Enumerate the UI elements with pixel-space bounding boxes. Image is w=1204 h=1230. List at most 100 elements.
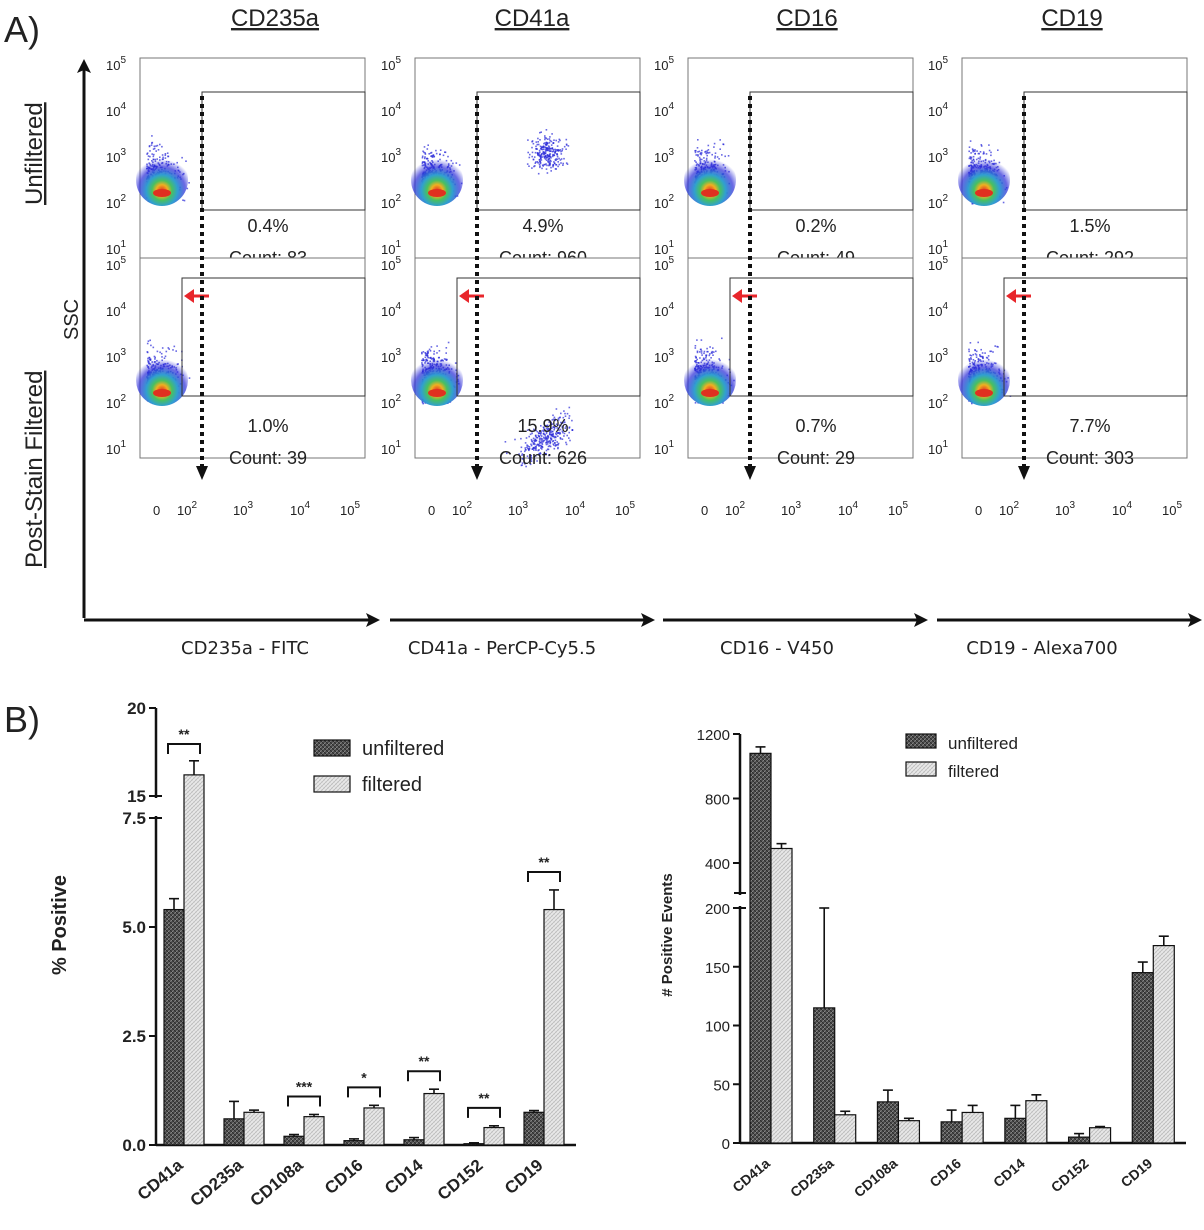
y-tick-label: 105 <box>654 255 674 273</box>
event-density <box>684 139 736 206</box>
gate-shift-arrow <box>184 289 209 303</box>
event-density <box>684 337 736 406</box>
y-tick-label: 103 <box>381 347 401 365</box>
x-axis-label-cd19: CD19 - Alexa700 <box>966 638 1117 659</box>
y-tick-label: 104 <box>928 101 948 119</box>
y-tick-label: 103 <box>654 147 674 165</box>
svg-text:103: 103 <box>233 500 253 518</box>
y-tick-label: 105 <box>928 255 948 273</box>
legend-swatch-filtered <box>313 775 351 793</box>
y-tick-label: 7.5 <box>122 809 146 828</box>
y-tick-label: 104 <box>106 101 126 119</box>
event-density <box>958 341 1012 406</box>
svg-text:105: 105 <box>615 500 635 518</box>
event-density <box>958 140 1010 206</box>
panel-a-label: A) <box>4 9 40 50</box>
y-tick-label: 105 <box>381 255 401 273</box>
gate-percent: 1.0% <box>247 416 288 436</box>
y-tick-label: 102 <box>928 193 948 211</box>
y-tick-label: 50 <box>713 1077 730 1094</box>
positive-gate <box>476 91 641 211</box>
x-tick-label-cd14: CD14 <box>990 1155 1028 1190</box>
significance-stars: *** <box>296 1078 313 1094</box>
gate-count: Count: 626 <box>499 448 587 468</box>
marker-headings: CD235a CD41a CD16 CD19 <box>231 5 1103 32</box>
y-tick-label: 103 <box>106 147 126 165</box>
y-tick-label: 104 <box>106 301 126 319</box>
x-tick-labels: 0 102 103 104 105 <box>428 500 635 518</box>
bar-filtered-cd108a <box>303 1116 325 1146</box>
positive-gate <box>729 277 914 397</box>
x-tick-label-cd19: CD19 <box>501 1156 547 1198</box>
flow-plot-cd19-filtered: 105 104 103 102 101 0 102 103 104 105 7.7% Count: 3… <box>928 255 1188 518</box>
x-tick-label-cd19: CD19 <box>1118 1155 1156 1190</box>
svg-text:0: 0 <box>428 503 435 518</box>
gate-count: Count: 29 <box>777 448 855 468</box>
x-tick-labels: 0 102 103 104 105 <box>153 500 360 518</box>
svg-text:0: 0 <box>975 503 982 518</box>
svg-text:103: 103 <box>781 500 801 518</box>
y-tick-label: 105 <box>381 55 401 73</box>
svg-text:102: 102 <box>452 500 472 518</box>
y-tick-label: 0 <box>722 1136 730 1153</box>
bar-filtered-cd235a <box>834 1114 857 1144</box>
bar-filtered-cd152 <box>1088 1127 1112 1144</box>
panel-b-label: B) <box>4 699 40 740</box>
bar-unfiltered-cd152 <box>463 1143 485 1146</box>
x-tick-labels: 0 102 103 104 105 <box>975 500 1182 518</box>
bar-filtered-cd152 <box>483 1126 505 1146</box>
bar-filtered-cd16 <box>961 1111 984 1144</box>
plot-frame <box>414 257 641 459</box>
plot-frame <box>961 257 1188 459</box>
y-tick-label: 400 <box>705 856 730 873</box>
flow-plot-cd41a-filtered: 105 104 103 102 101 0 102 103 104 105 15.9% Count: … <box>381 255 641 518</box>
x-tick-label-cd108a: CD108a <box>247 1155 307 1210</box>
plot-frame <box>961 57 1188 259</box>
y-tick-label: 15 <box>127 787 146 806</box>
y-tick-label: 103 <box>106 347 126 365</box>
y-tick-label: 103 <box>928 147 948 165</box>
bar-unfiltered-cd152 <box>1067 1136 1091 1144</box>
y-tick-label: 102 <box>654 193 674 211</box>
y-tick-label: 104 <box>381 101 401 119</box>
y-tick-label: 104 <box>381 301 401 319</box>
legend-swatch-filtered <box>905 761 937 777</box>
gate-shift-arrow <box>1006 289 1031 303</box>
x-tick-label-cd14: CD14 <box>381 1155 427 1198</box>
plot-frame <box>687 257 914 459</box>
gate-percent: 4.9% <box>522 216 563 236</box>
positive-gate <box>749 91 914 211</box>
y-tick-label: 104 <box>654 301 674 319</box>
x-axis-label-cd16: CD16 - V450 <box>720 638 834 659</box>
bar-unfiltered-cd108a <box>283 1135 305 1146</box>
y-tick-label: 104 <box>654 101 674 119</box>
x-tick-label-cd41a: CD41a <box>134 1155 187 1204</box>
significance-bracket: ** <box>407 1053 441 1082</box>
y-tick-label: 150 <box>705 960 730 977</box>
significance-bracket: * <box>347 1069 381 1098</box>
ssc-axis-label: SSC <box>61 299 83 340</box>
y-tick-label: 800 <box>705 792 730 809</box>
marker-heading-cd41a: CD41a <box>495 5 570 32</box>
x-tick-label-cd235a: CD235a <box>787 1155 837 1200</box>
flow-plot-cd16-filtered: 105 104 103 102 101 0 102 103 104 105 0.7% Count: 2… <box>654 255 914 518</box>
significance-stars: ** <box>419 1053 430 1069</box>
y-tick-label: 101 <box>928 439 948 457</box>
significance-stars: ** <box>479 1090 490 1106</box>
svg-text:102: 102 <box>177 500 197 518</box>
event-density <box>136 339 191 406</box>
legend: unfiltered filtered <box>905 733 1018 781</box>
bar-unfiltered-cd41a <box>749 752 772 1144</box>
gate-percent: 0.7% <box>795 416 836 436</box>
significance-bracket: ** <box>467 1090 501 1118</box>
row-label-unfiltered: Unfiltered <box>21 102 48 205</box>
legend-label-unfiltered: unfiltered <box>362 738 444 760</box>
y-tick-label: 103 <box>928 347 948 365</box>
x-tick-label-cd16: CD16 <box>926 1155 964 1190</box>
svg-text:104: 104 <box>290 500 310 518</box>
y-tick-label: 0.0 <box>122 1136 146 1155</box>
y-tick-label: 103 <box>654 347 674 365</box>
plot-frame <box>414 57 641 259</box>
y-tick-label: 101 <box>654 439 674 457</box>
